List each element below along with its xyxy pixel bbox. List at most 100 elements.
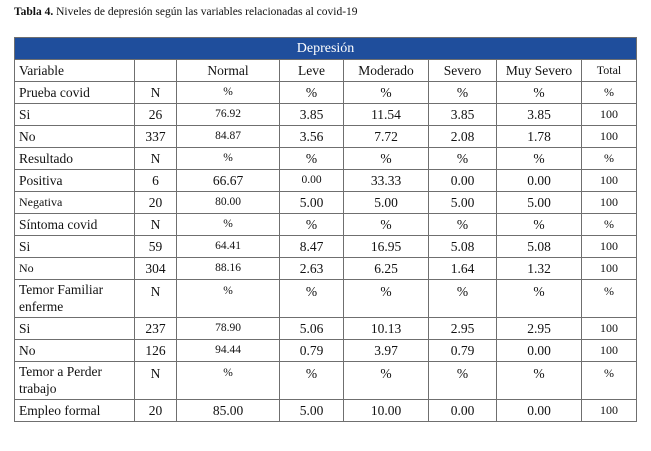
row-label: Si <box>14 103 135 126</box>
table-cell: 78.90 <box>176 317 280 340</box>
table-row: Si 237 78.90 5.06 10.13 2.95 2.95 100 <box>14 317 638 340</box>
table-cell: % <box>428 147 497 170</box>
row-label: Temor Familiar enferme <box>14 279 135 318</box>
table-cell: 84.87 <box>176 125 280 148</box>
table-cell: 85.00 <box>176 399 280 422</box>
row-label: Prueba covid <box>14 81 135 104</box>
table-row: No 126 94.44 0.79 3.97 0.79 0.00 100 <box>14 339 638 362</box>
table-cell: % <box>496 279 582 318</box>
table-cell: 1.78 <box>496 125 582 148</box>
row-label: Temor a Perder trabajo <box>14 361 135 400</box>
table-cell: 100 <box>580 317 638 340</box>
table-cell: N <box>134 361 177 400</box>
table-cell: 100 <box>580 169 638 192</box>
table-row: Si 26 76.92 3.85 11.54 3.85 3.85 100 <box>14 103 638 126</box>
table-cell: 10.00 <box>343 399 429 422</box>
table-cell: % <box>176 213 280 236</box>
table-cell: 5.06 <box>279 317 344 340</box>
table-cell: 5.00 <box>428 191 497 214</box>
table-cell: 5.00 <box>279 399 344 422</box>
table-cell: % <box>343 213 429 236</box>
table-cell: % <box>580 279 638 318</box>
table-cell: 5.08 <box>496 235 582 258</box>
table-cell: 3.85 <box>279 103 344 126</box>
table-cell: 100 <box>580 191 638 214</box>
table-cell: % <box>580 361 638 400</box>
caption-label: Tabla 4. <box>14 6 54 18</box>
table-cell: 20 <box>134 191 177 214</box>
table-cell: % <box>428 361 497 400</box>
caption-text: Niveles de depresión según las variables… <box>56 6 358 18</box>
table-cell: 100 <box>580 257 638 280</box>
table-cell: % <box>279 279 344 318</box>
table-cell: 76.92 <box>176 103 280 126</box>
table-cell: % <box>496 361 582 400</box>
table-cell: 3.56 <box>279 125 344 148</box>
table-cell: 5.00 <box>343 191 429 214</box>
table-row: Empleo formal 20 85.00 5.00 10.00 0.00 0.00 100 <box>14 399 638 422</box>
table-cell: 10.13 <box>343 317 429 340</box>
depression-table: Depresión Variable Normal Leve Moderado … <box>13 37 638 422</box>
table-cell: 0.00 <box>496 399 582 422</box>
table-cell: 2.95 <box>496 317 582 340</box>
table-cell: 33.33 <box>343 169 429 192</box>
table-cell: % <box>279 213 344 236</box>
table-cell: % <box>428 213 497 236</box>
table-cell: 0.00 <box>496 339 582 362</box>
table-cell: % <box>580 147 638 170</box>
header-row: Variable Normal Leve Moderado Severo Muy… <box>14 59 638 82</box>
table-cell: N <box>134 213 177 236</box>
table-cell: 0.79 <box>428 339 497 362</box>
table-caption: Tabla 4. Niveles de depresión según las … <box>14 6 358 18</box>
table-cell: 3.97 <box>343 339 429 362</box>
table-cell: % <box>343 361 429 400</box>
table-cell: % <box>279 81 344 104</box>
table-cell: 1.32 <box>496 257 582 280</box>
table-cell: % <box>496 81 582 104</box>
table-cell: % <box>428 279 497 318</box>
table-cell: N <box>134 147 177 170</box>
table-cell: 100 <box>580 125 638 148</box>
table-cell: 2.08 <box>428 125 497 148</box>
table-cell: 59 <box>134 235 177 258</box>
table-cell: 2.95 <box>428 317 497 340</box>
table-cell: % <box>343 81 429 104</box>
table-cell: % <box>176 147 280 170</box>
table-cell: 100 <box>580 339 638 362</box>
table-cell: 26 <box>134 103 177 126</box>
table-cell: 8.47 <box>279 235 344 258</box>
band-row: Depresión <box>13 37 638 60</box>
table-cell: 64.41 <box>176 235 280 258</box>
table-cell: 5.00 <box>496 191 582 214</box>
table-cell: 5.08 <box>428 235 497 258</box>
table-cell: 1.64 <box>428 257 497 280</box>
table-cell: 11.54 <box>343 103 429 126</box>
table-row: Si 59 64.41 8.47 16.95 5.08 5.08 100 <box>14 235 638 258</box>
table-cell: 337 <box>134 125 177 148</box>
row-label: Empleo formal <box>14 399 135 422</box>
header-leve: Leve <box>279 59 344 82</box>
row-label: Síntoma covid <box>14 213 135 236</box>
table-cell: % <box>496 213 582 236</box>
table-cell: 7.72 <box>343 125 429 148</box>
table-row: Negativa 20 80.00 5.00 5.00 5.00 5.00 100 <box>14 191 638 214</box>
table-cell: % <box>428 81 497 104</box>
table-cell: % <box>176 361 280 400</box>
row-label: Resultado <box>14 147 135 170</box>
row-label: Si <box>14 317 135 340</box>
table-cell: 94.44 <box>176 339 280 362</box>
table-cell: 304 <box>134 257 177 280</box>
table-cell: 0.79 <box>279 339 344 362</box>
row-label: Negativa <box>14 191 135 214</box>
table-row: Síntoma covid N%%%%%% <box>14 213 638 236</box>
table-row: Resultado N%%%%%% <box>14 147 638 170</box>
table-cell: % <box>279 361 344 400</box>
header-severo: Severo <box>428 59 497 82</box>
row-label: Positiva <box>14 169 135 192</box>
table-cell: 5.00 <box>279 191 344 214</box>
table-cell: 0.00 <box>428 399 497 422</box>
row-label: No <box>14 125 135 148</box>
table-cell: 3.85 <box>428 103 497 126</box>
row-label: Si <box>14 235 135 258</box>
table-row: Prueba covid N%%%%%% <box>14 81 638 104</box>
